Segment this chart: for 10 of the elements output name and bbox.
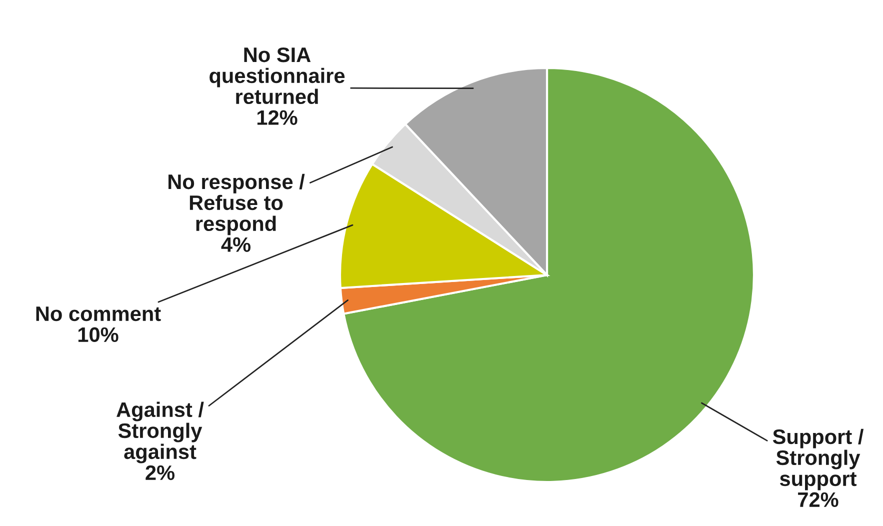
data-label: 4% — [221, 237, 251, 252]
slice-label: No response / Refuse to respond — [168, 174, 305, 236]
data-label: 72% — [798, 492, 838, 507]
slice-label: Against / Strongly against — [116, 402, 204, 464]
data-label: 2% — [146, 465, 175, 480]
slice-label: Support / Strongly support — [772, 428, 864, 490]
data-label: 12% — [257, 110, 298, 125]
data-label: 10% — [78, 327, 118, 342]
slice-label: No SIA questionnaire returned — [210, 47, 345, 104]
slice-label: No comment — [36, 306, 161, 322]
